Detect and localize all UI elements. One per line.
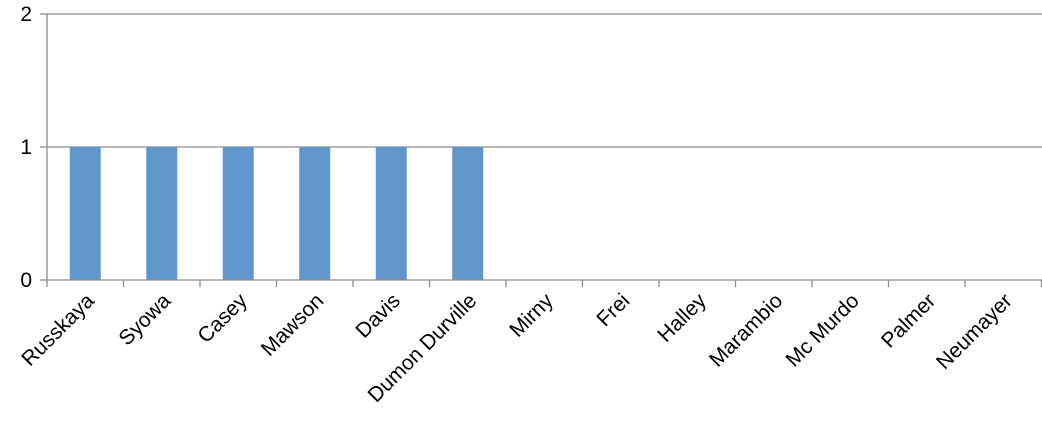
x-tick-label: Marambio bbox=[705, 289, 787, 371]
bar-mawson bbox=[299, 147, 331, 280]
x-tick-label: Casey bbox=[193, 289, 252, 348]
bar-syowa bbox=[146, 147, 178, 280]
x-tick-label: Davis bbox=[351, 289, 404, 342]
y-tick-label: 2 bbox=[20, 3, 32, 26]
x-tick-label: Frei bbox=[592, 289, 634, 331]
x-tick-label: Palmer bbox=[877, 289, 940, 352]
bar-casey bbox=[222, 147, 254, 280]
x-tick-label: Halley bbox=[653, 289, 711, 347]
y-tick-labels: 0 1 2 bbox=[20, 3, 32, 292]
bar-russkaya bbox=[69, 147, 101, 280]
x-tick-label: Neumayer bbox=[932, 289, 1017, 374]
y-tick-label: 0 bbox=[20, 269, 32, 292]
x-tick-label: Mc Murdo bbox=[782, 289, 864, 371]
y-tick-label: 1 bbox=[20, 136, 32, 159]
axes bbox=[40, 13, 1042, 287]
bar-davis bbox=[375, 147, 407, 280]
bars bbox=[69, 147, 484, 280]
x-tick-label: Russkaya bbox=[17, 289, 99, 371]
bar-dumon-durville bbox=[452, 147, 484, 280]
x-tick-label: Mawson bbox=[257, 289, 329, 361]
x-tick-label: Syowa bbox=[114, 289, 175, 350]
gridlines bbox=[47, 13, 1042, 148]
x-tick-label: Mirny bbox=[505, 289, 558, 342]
